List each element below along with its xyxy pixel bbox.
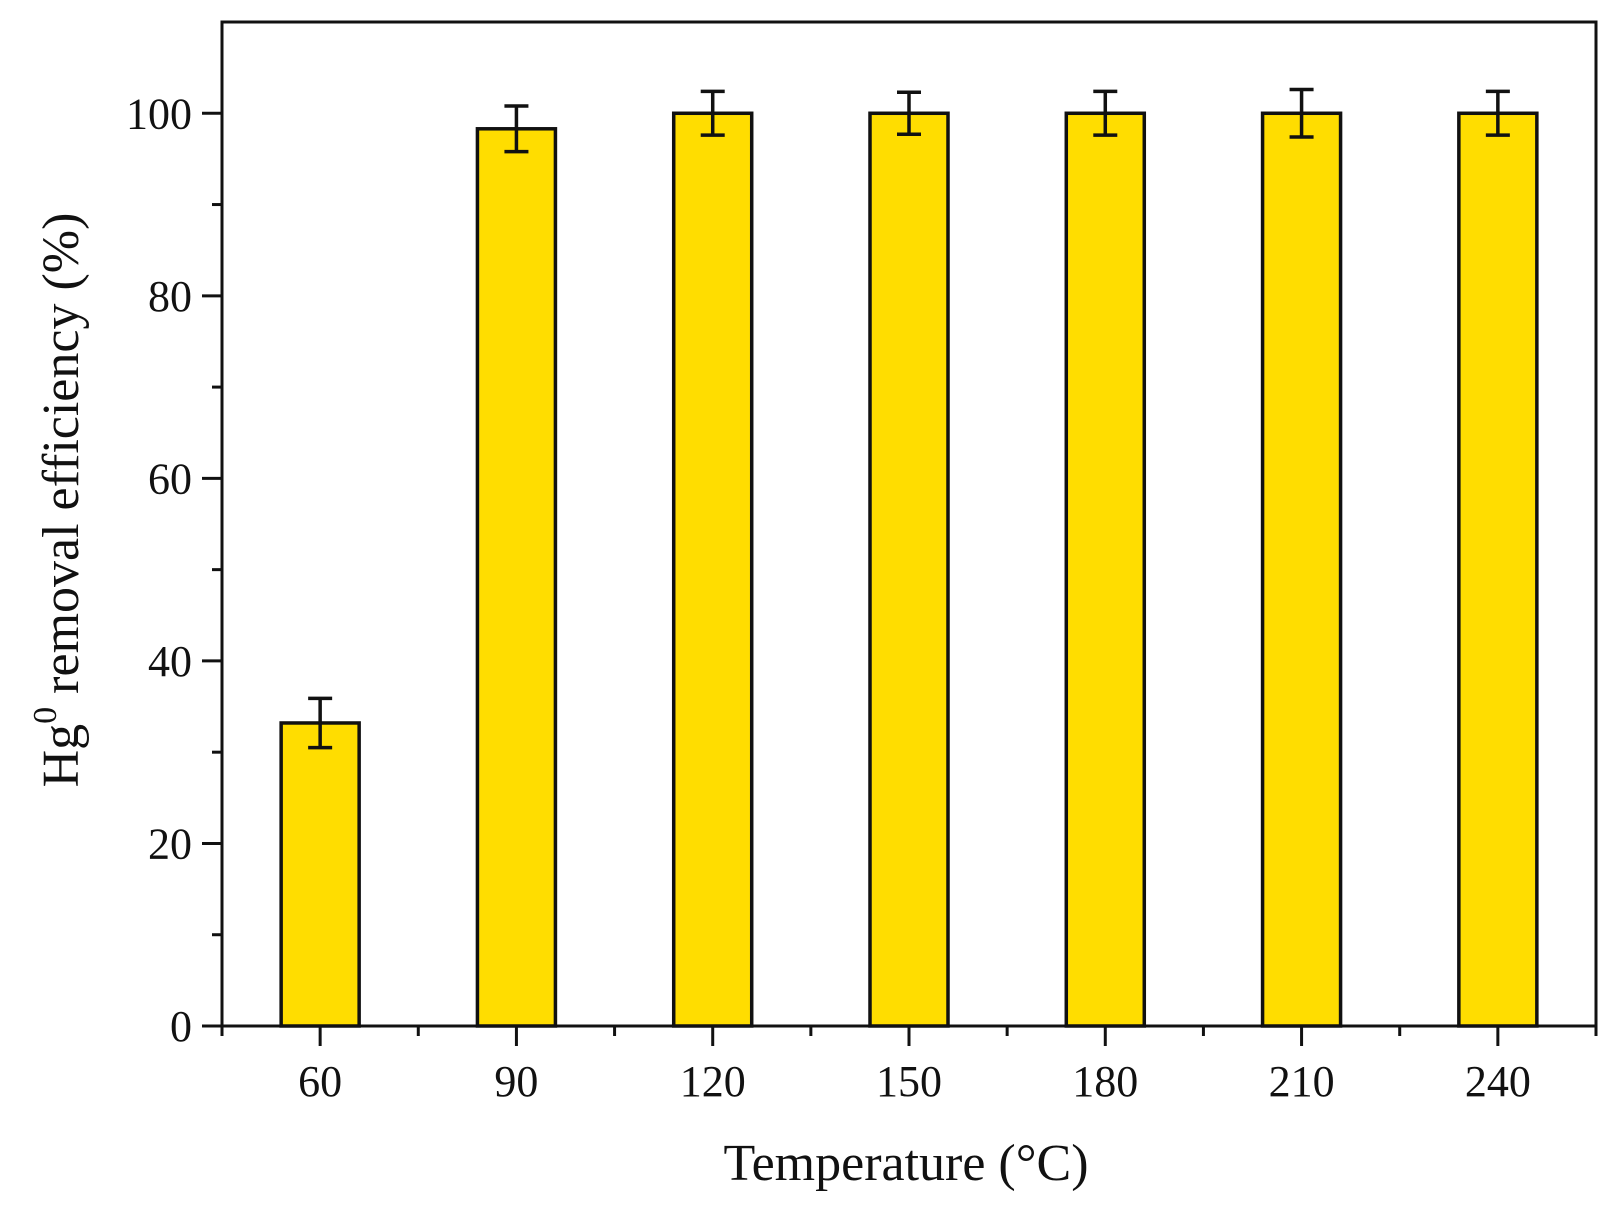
y-tick-label: 100 (126, 89, 192, 138)
x-axis: 60 90 120 150 180 210 240 (220, 1026, 1598, 1106)
x-axis-title: Temperature (°C) (723, 1135, 1088, 1192)
x-tick-label: 90 (494, 1057, 538, 1106)
x-tick-label: 60 (298, 1057, 342, 1106)
x-tick-label: 150 (876, 1057, 942, 1106)
y-axis-title-superscript: 0 (27, 707, 64, 724)
x-tick-label: 180 (1072, 1057, 1138, 1106)
bar (279, 721, 361, 1028)
bar (1064, 111, 1147, 1028)
bar (1260, 111, 1343, 1028)
y-axis-title-suffix: removal efficiency (%) (33, 213, 90, 707)
y-axis: 0 20 40 60 80 100 (126, 89, 222, 1051)
y-axis-title: Hg0 removal efficiency (%) (27, 213, 90, 788)
bars-layer (279, 111, 1539, 1028)
y-tick-label: 40 (148, 637, 192, 686)
x-tick-label: 120 (680, 1057, 746, 1106)
x-tick-label: 240 (1465, 1057, 1531, 1106)
bar (1457, 111, 1539, 1028)
bar (868, 111, 950, 1028)
error-bars-layer (308, 87, 1510, 750)
bar (475, 127, 558, 1028)
y-axis-title-prefix: Hg (33, 724, 90, 788)
y-tick-label: 0 (170, 1002, 192, 1051)
x-tick-label: 210 (1269, 1057, 1335, 1106)
y-tick-label: 60 (148, 454, 192, 503)
bar (671, 111, 754, 1028)
y-tick-label: 20 (148, 819, 192, 868)
y-tick-label: 80 (148, 272, 192, 321)
